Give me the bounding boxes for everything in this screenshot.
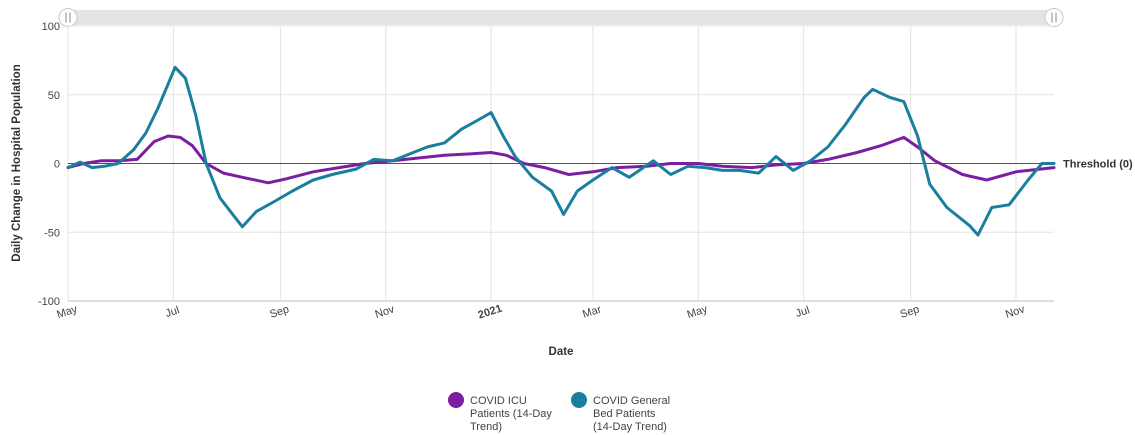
legend-marker — [448, 392, 464, 408]
legend-marker — [571, 392, 587, 408]
threshold-label: Threshold (0) — [1063, 159, 1133, 171]
x-tick-label: Jul — [794, 304, 811, 320]
y-tick-label: 100 — [42, 21, 60, 33]
series-line-icu — [66, 134, 1056, 185]
legend-item-general-bed[interactable]: COVID General Bed Patients (14-Day Trend) — [571, 392, 670, 433]
x-axis-title: Date — [549, 346, 574, 358]
threshold: Threshold (0) — [68, 159, 1133, 171]
x-tick-label: Sep — [899, 303, 921, 320]
y-axis-title: Daily Change in Hospital Population — [11, 64, 23, 261]
series-line-general-bed — [66, 65, 1056, 237]
y-axis-ticks: -100 -50 0 50 100 — [38, 21, 60, 308]
scrollbar-left-handle[interactable] — [58, 8, 78, 27]
legend[interactable]: COVID ICU Patients (14-Day Trend) COVID Gen… — [448, 392, 670, 433]
series — [66, 65, 1056, 237]
legend-label: COVID General Bed Patients (14-Day Trend) — [593, 395, 670, 433]
x-tick-label: Jul — [164, 304, 181, 320]
y-tick-label: -50 — [44, 227, 60, 239]
x-tick-label: Sep — [268, 303, 290, 320]
scrollbar-right-handle[interactable] — [1044, 8, 1064, 27]
legend-label: COVID ICU Patients (14-Day Trend) — [470, 395, 552, 433]
range-scrollbar[interactable] — [58, 8, 1064, 27]
x-tick-label: Nov — [1004, 303, 1027, 321]
y-tick-label: 0 — [54, 159, 60, 171]
x-axis-ticks: May Jul Sep Nov 2021 Mar May Jul Sep Nov — [55, 303, 1026, 322]
x-tick-label: Nov — [374, 303, 397, 321]
y-tick-label: -100 — [38, 296, 60, 308]
x-tick-label: Mar — [581, 303, 603, 320]
x-tick-label: May — [686, 303, 710, 321]
legend-item-icu[interactable]: COVID ICU Patients (14-Day Trend) — [448, 392, 552, 433]
y-tick-label: 50 — [48, 90, 60, 102]
scrollbar-track[interactable] — [68, 10, 1054, 25]
x-tick-label: 2021 — [477, 303, 504, 322]
